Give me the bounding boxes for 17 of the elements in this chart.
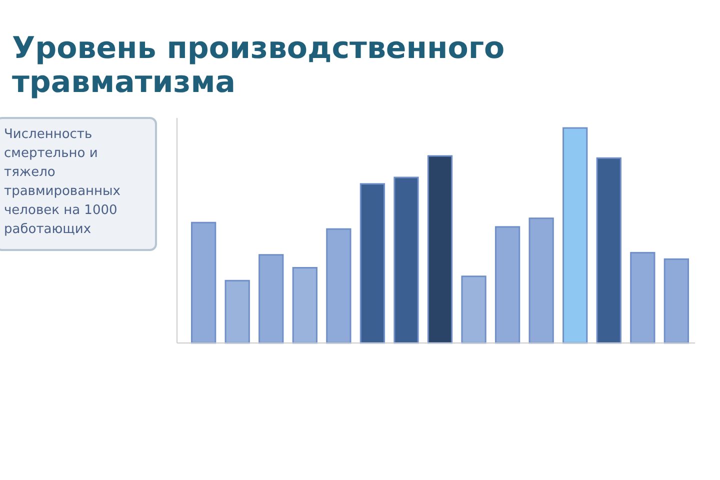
bar [360, 183, 386, 344]
bar [664, 258, 689, 344]
bar [630, 252, 656, 344]
bar [224, 280, 250, 344]
chart-title: Уровень производственного травматизма [12, 31, 505, 100]
bar [562, 127, 588, 344]
bar [596, 157, 622, 344]
bar [427, 155, 453, 344]
bar [394, 176, 419, 344]
bar [326, 228, 352, 344]
bar [461, 276, 486, 344]
bar [494, 226, 520, 344]
bar [258, 254, 284, 344]
bar [191, 222, 216, 344]
text: Численность смертельно и тяжело травмированных человек на 1000 работающих [4, 127, 121, 237]
bar [528, 218, 554, 344]
bar [292, 267, 318, 344]
